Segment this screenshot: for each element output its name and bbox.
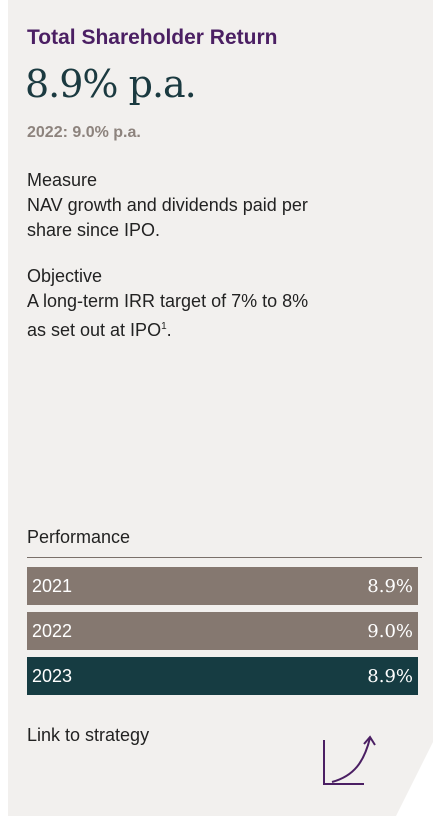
year: 2021 <box>32 576 73 596</box>
title: Total Shareholder Return <box>27 26 278 49</box>
measure-line: share since IPO. <box>27 220 161 240</box>
objective-line: A long-term IRR target of 7% to 8% <box>27 291 309 311</box>
footnote: 1 <box>161 321 167 332</box>
icon-axes <box>323 740 364 785</box>
text: as set out at IPO <box>27 320 162 340</box>
growth-icon <box>323 735 376 785</box>
year: 2023 <box>32 666 73 686</box>
measure-label: Measure <box>27 170 98 190</box>
performance-row: 2023 8.9% <box>27 657 418 695</box>
icon-arrow <box>363 735 376 746</box>
link-label: Link to strategy <box>27 725 150 745</box>
objective-line: as set out at IPO1. <box>27 314 172 343</box>
objective-label: Objective <box>27 266 103 286</box>
rule <box>27 557 422 558</box>
year: 2022 <box>32 621 73 641</box>
prior-year: 2022: 9.0% p.a. <box>27 124 141 141</box>
measure-line: NAV growth and dividends paid per <box>27 195 308 215</box>
icon-curve <box>331 737 371 783</box>
headline: 8.9% p.a. <box>25 62 197 106</box>
text: . <box>166 320 172 340</box>
performance-label: Performance <box>27 527 131 547</box>
performance-row: 2021 8.9% <box>27 567 418 605</box>
value: 8.9% <box>367 576 413 597</box>
value: 9.0% <box>367 621 413 642</box>
value: 8.9% <box>367 666 413 687</box>
performance-row: 2022 9.0% <box>27 612 418 650</box>
